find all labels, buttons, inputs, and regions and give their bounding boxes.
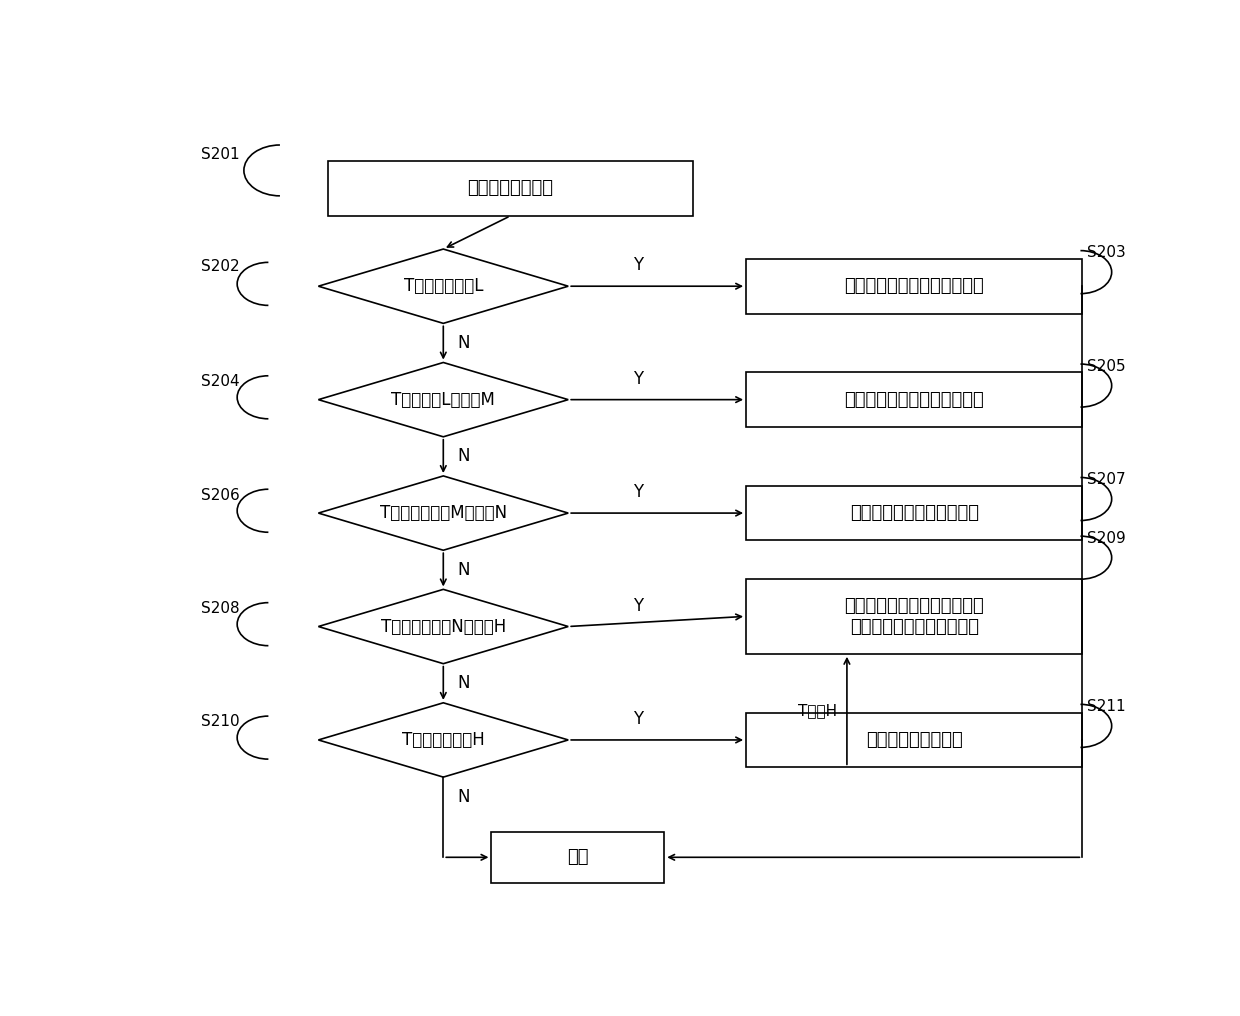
Text: T是否大于等于H: T是否大于等于H: [402, 731, 485, 749]
Text: S210: S210: [201, 714, 239, 729]
Text: Y: Y: [632, 710, 644, 728]
Text: S209: S209: [1087, 530, 1126, 546]
Text: Y: Y: [632, 256, 644, 274]
Text: 控制电磁炉进行调功率加热: 控制电磁炉进行调功率加热: [849, 504, 978, 522]
Polygon shape: [319, 475, 568, 551]
Text: T小于H: T小于H: [799, 703, 837, 718]
Text: S201: S201: [201, 147, 239, 163]
Text: T是否小于等于L: T是否小于等于L: [403, 277, 484, 296]
Text: S202: S202: [201, 259, 239, 274]
Polygon shape: [319, 363, 568, 437]
Text: T是否大于等于M且小于N: T是否大于等于M且小于N: [379, 504, 507, 522]
Text: S203: S203: [1087, 245, 1126, 260]
Text: 检测电磁炉的温度: 检测电磁炉的温度: [467, 180, 553, 197]
Text: N: N: [458, 787, 470, 806]
Text: S211: S211: [1087, 699, 1126, 714]
Text: S207: S207: [1087, 472, 1126, 487]
Text: Y: Y: [632, 370, 644, 388]
Polygon shape: [319, 589, 568, 663]
Bar: [746, 579, 1083, 653]
Polygon shape: [319, 249, 568, 323]
Text: S206: S206: [201, 488, 239, 503]
Text: 电磁炉在当前调功比的基础上
降低调功比进行调功率加热: 电磁炉在当前调功比的基础上 降低调功比进行调功率加热: [844, 597, 985, 636]
Text: S208: S208: [201, 601, 239, 616]
Text: N: N: [458, 334, 470, 352]
Text: S205: S205: [1087, 359, 1126, 374]
Bar: [746, 486, 1083, 541]
Text: 控制电磁炉降低功率连续加热: 控制电磁炉降低功率连续加热: [844, 390, 985, 408]
Bar: [327, 162, 693, 215]
Text: Y: Y: [632, 484, 644, 501]
Text: N: N: [458, 561, 470, 579]
Text: N: N: [458, 675, 470, 692]
Text: 返回: 返回: [567, 848, 589, 867]
Text: 控制电磁炉停止加热: 控制电磁炉停止加热: [866, 731, 962, 749]
Bar: [746, 712, 1083, 767]
Text: N: N: [458, 447, 470, 465]
Text: Y: Y: [632, 596, 644, 615]
Text: 电磁炉保持当前功率连续加热: 电磁炉保持当前功率连续加热: [844, 277, 985, 296]
Text: S204: S204: [201, 374, 239, 389]
Bar: [746, 259, 1083, 314]
Text: T是否大于等于N且小于H: T是否大于等于N且小于H: [381, 618, 506, 636]
Bar: [746, 372, 1083, 427]
Text: T是否大于L且小于M: T是否大于L且小于M: [392, 390, 495, 408]
Bar: [491, 832, 665, 883]
Polygon shape: [319, 703, 568, 777]
